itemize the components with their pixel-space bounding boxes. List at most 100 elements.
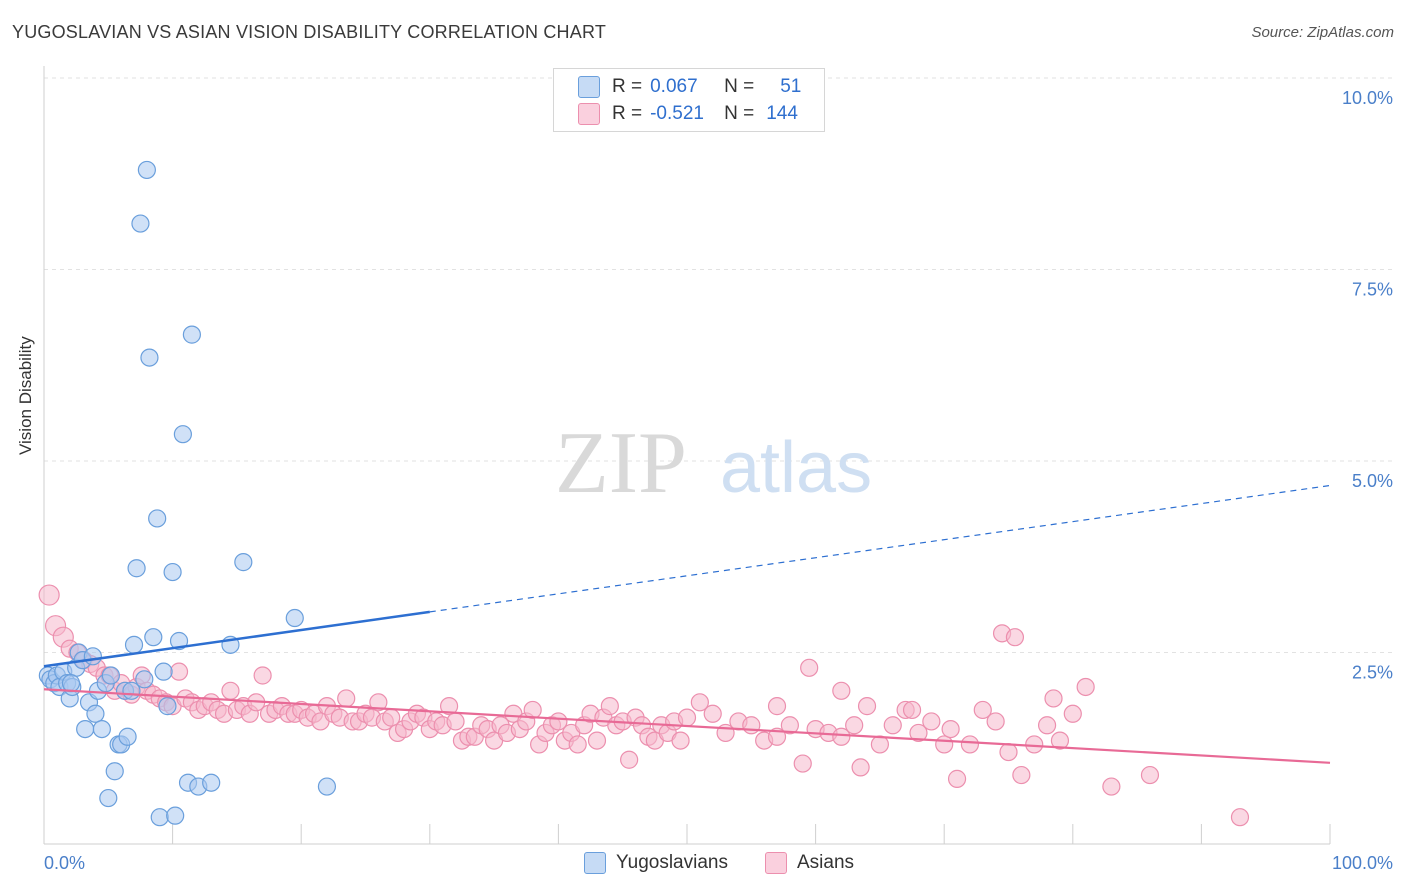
asians-point <box>851 758 870 777</box>
yugoslavians-point <box>173 425 192 444</box>
asians-point <box>947 769 967 788</box>
trend-lines <box>43 484 1331 764</box>
yugoslavians-point <box>61 674 81 693</box>
yugoslavians-point <box>118 727 137 746</box>
yugoslavians-point <box>163 562 182 582</box>
series-legend: Yugoslavians Asians <box>0 852 1406 878</box>
yugoslavians-point <box>99 788 118 808</box>
asians-point <box>793 754 812 773</box>
yugoslavians-point <box>148 509 167 528</box>
legend-swatch-pink <box>578 103 600 125</box>
legend-r-value: 0.067 <box>650 76 698 97</box>
watermark-atlas: atlas <box>720 428 872 508</box>
asians-point <box>870 735 890 754</box>
asians-point <box>690 693 709 712</box>
asians-point <box>986 712 1005 731</box>
asians-point <box>523 700 542 720</box>
watermark-zip: ZIP <box>555 415 687 512</box>
axes <box>43 66 1331 845</box>
asians-point <box>767 697 787 716</box>
y-axis-label: Vision Disability <box>16 336 35 455</box>
legend-item-asians: Asians <box>765 852 854 874</box>
yugoslavians-point <box>86 704 105 723</box>
tick-labels: 2.5% 5.0% 7.5% 10.0% 0.0% 100.0% <box>44 88 1393 873</box>
asians-point <box>742 716 761 735</box>
asians-point <box>909 723 928 743</box>
series-yugoslavians <box>38 160 337 827</box>
asians-point <box>620 750 639 769</box>
asians-point <box>1102 777 1121 796</box>
stats-legend: R = 0.067 N = 51 R = -0.521 N = 144 <box>553 68 825 132</box>
asians-point <box>169 662 189 681</box>
asians-point <box>935 735 954 754</box>
legend-n-value: 144 <box>766 103 798 124</box>
yugoslavians-point <box>127 559 146 578</box>
asians-point <box>1025 735 1044 754</box>
asians-point <box>671 731 690 750</box>
yugoslavians-point <box>83 647 102 666</box>
yugoslavians-point <box>158 697 177 716</box>
asians-point <box>883 716 902 735</box>
yugoslavians-point <box>105 762 124 781</box>
asians-point <box>902 700 922 720</box>
yugoslavians-point <box>202 773 221 792</box>
legend-item-yugoslavians: Yugoslavians <box>584 852 728 874</box>
legend-label-yugoslavians: Yugoslavians <box>616 852 728 873</box>
series-asians <box>38 584 1250 827</box>
asians-point <box>960 735 980 754</box>
asians-point <box>568 735 587 754</box>
yugoslavians-point <box>131 214 150 233</box>
legend-n-label: N = <box>724 76 755 97</box>
asians-point <box>369 693 388 712</box>
asians-point <box>221 681 240 700</box>
asians-point <box>1063 704 1082 723</box>
legend-n-label: N = <box>724 103 755 124</box>
asians-point <box>941 719 960 739</box>
asians-point <box>677 708 697 727</box>
y-tick-label: 2.5% <box>1352 663 1393 683</box>
yugoslavians-point <box>140 348 159 367</box>
legend-label-asians: Asians <box>797 852 855 873</box>
legend-row-asians: R = -0.521 N = 144 <box>578 102 798 126</box>
legend-n-value: 51 <box>780 76 802 97</box>
legend-row-yugoslavians: R = 0.067 N = 51 <box>578 75 801 99</box>
y-tick-label: 7.5% <box>1352 280 1393 300</box>
x-tick-label: 100.0% <box>1332 853 1393 873</box>
legend-swatch-blue <box>584 852 606 874</box>
source-label: Source: ZipAtlas.com <box>1251 24 1394 41</box>
yugoslavians-point <box>76 719 95 739</box>
yugoslavians-point <box>124 635 144 654</box>
legend-swatch-pink <box>765 852 787 874</box>
yugoslavians-point <box>101 666 120 685</box>
asians-point <box>446 712 465 731</box>
asians-point <box>857 697 877 716</box>
asians-point <box>1012 765 1031 785</box>
y-tick-label: 10.0% <box>1342 88 1393 108</box>
trend-line-yugoslavians <box>43 610 430 668</box>
asians-point <box>1050 731 1070 750</box>
yugoslavians-point <box>150 808 169 827</box>
asians-point <box>973 700 992 720</box>
asians-point <box>703 704 722 723</box>
asians-point <box>1005 628 1025 647</box>
asians-point <box>845 716 864 735</box>
asians-point <box>337 689 356 708</box>
asians-point <box>1230 808 1250 827</box>
asians-point <box>800 658 819 677</box>
legend-r-label: R = <box>612 76 643 97</box>
trend-line-asians <box>43 688 1331 764</box>
yugoslavians-point <box>92 719 111 739</box>
trend-line-yugoslavians-extension <box>429 484 1331 613</box>
yugoslavians-point <box>166 806 185 825</box>
yugoslavians-point <box>317 777 337 796</box>
yugoslavians-point <box>234 553 253 572</box>
asians-point <box>1140 765 1160 785</box>
asians-point <box>1037 716 1057 735</box>
asians-point <box>832 727 851 746</box>
yugoslavians-point <box>285 608 304 628</box>
yugoslavians-point <box>137 160 156 180</box>
yugoslavians-point <box>144 628 163 647</box>
legend-r-label: R = <box>612 103 643 124</box>
legend-swatch-blue <box>578 76 600 98</box>
